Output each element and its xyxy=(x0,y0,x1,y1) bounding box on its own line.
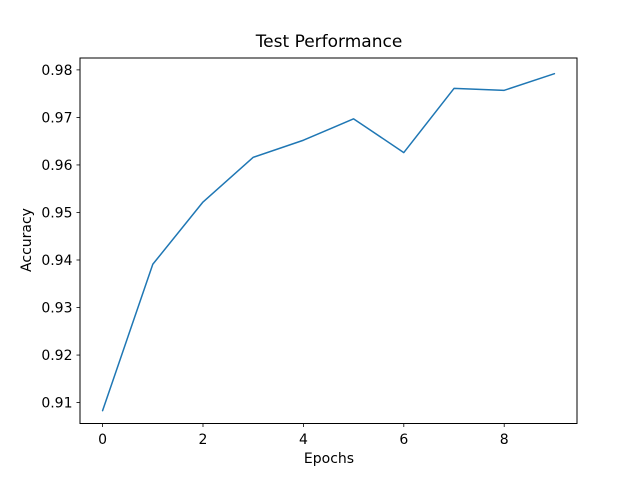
y-tick-label: 0.94 xyxy=(41,253,72,269)
x-axis-label: Epochs xyxy=(303,451,355,467)
x-tick-label: 4 xyxy=(299,432,308,448)
chart-title: Test Performance xyxy=(255,32,403,52)
y-tick-label: 0.96 xyxy=(41,158,72,174)
y-tick-label: 0.98 xyxy=(41,63,72,79)
x-tick-label: 0 xyxy=(98,432,107,448)
axes-background xyxy=(80,58,577,424)
y-tick-label: 0.92 xyxy=(41,348,72,364)
x-tick-label: 2 xyxy=(199,432,208,448)
data-line xyxy=(101,72,556,412)
x-tick-label: 8 xyxy=(500,432,509,448)
y-tick-label: 0.93 xyxy=(41,301,72,317)
y-tick-label: 0.95 xyxy=(41,205,72,221)
y-tick-label: 0.97 xyxy=(41,110,72,126)
x-tick-label: 6 xyxy=(399,432,408,448)
axes-spines xyxy=(79,57,578,424)
y-tick-label: 0.91 xyxy=(41,396,72,412)
y-axis-label: Accuracy xyxy=(19,208,35,272)
